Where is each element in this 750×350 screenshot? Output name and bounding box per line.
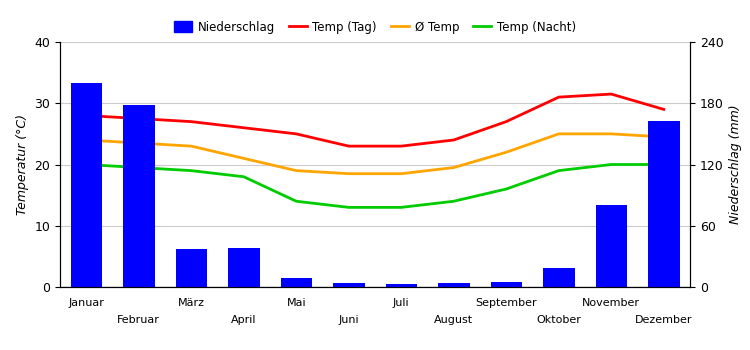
Text: Februar: Februar bbox=[117, 315, 160, 325]
Bar bbox=[438, 283, 470, 287]
Bar bbox=[490, 282, 522, 287]
Text: September: September bbox=[476, 298, 537, 308]
Bar bbox=[228, 248, 260, 287]
Text: Dezember: Dezember bbox=[635, 315, 692, 325]
Text: Juli: Juli bbox=[393, 298, 410, 308]
Y-axis label: Temperatur (°C): Temperatur (°C) bbox=[16, 114, 28, 215]
Text: April: April bbox=[231, 315, 256, 325]
Bar bbox=[386, 284, 417, 287]
Bar bbox=[176, 249, 207, 287]
Text: August: August bbox=[434, 315, 473, 325]
Bar bbox=[123, 105, 154, 287]
Bar bbox=[596, 205, 627, 287]
Text: Januar: Januar bbox=[68, 298, 104, 308]
Bar bbox=[543, 268, 574, 287]
Text: Oktober: Oktober bbox=[536, 315, 581, 325]
Text: Juni: Juni bbox=[338, 315, 359, 325]
Bar bbox=[70, 83, 102, 287]
Text: Mai: Mai bbox=[286, 298, 306, 308]
Text: März: März bbox=[178, 298, 205, 308]
Text: November: November bbox=[582, 298, 640, 308]
Bar bbox=[333, 283, 364, 287]
Legend: Niederschlag, Temp (Tag), Ø Temp, Temp (Nacht): Niederschlag, Temp (Tag), Ø Temp, Temp (… bbox=[169, 16, 581, 38]
Bar bbox=[280, 278, 312, 287]
Bar bbox=[648, 121, 680, 287]
Y-axis label: Niederschlag (mm): Niederschlag (mm) bbox=[729, 105, 742, 224]
